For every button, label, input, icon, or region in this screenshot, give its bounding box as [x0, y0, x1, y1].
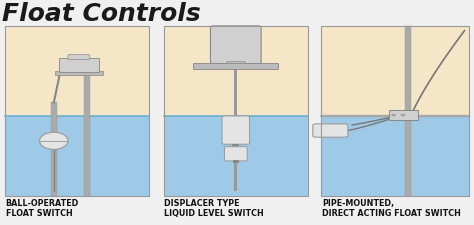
Bar [164, 117, 308, 196]
Bar [234, 69, 237, 191]
Ellipse shape [401, 115, 405, 117]
Bar [5, 117, 149, 196]
Text: BALL-OPERATED
FLOAT SWITCH: BALL-OPERATED FLOAT SWITCH [6, 198, 79, 217]
FancyBboxPatch shape [59, 59, 100, 72]
Bar [5, 27, 149, 117]
Bar [321, 115, 469, 117]
Bar [321, 27, 469, 117]
Bar [5, 27, 149, 196]
FancyBboxPatch shape [193, 63, 278, 69]
Bar [164, 27, 308, 117]
Bar [51, 103, 57, 196]
FancyBboxPatch shape [313, 124, 348, 138]
FancyBboxPatch shape [224, 147, 247, 161]
Bar [164, 27, 308, 196]
Bar [84, 67, 90, 196]
Bar [55, 72, 102, 76]
Text: DISPLACER TYPE
LIQUID LEVEL SWITCH: DISPLACER TYPE LIQUID LEVEL SWITCH [164, 198, 264, 217]
FancyBboxPatch shape [222, 117, 249, 145]
FancyBboxPatch shape [389, 111, 418, 121]
Ellipse shape [40, 133, 68, 150]
Bar [321, 27, 469, 196]
Bar [226, 62, 245, 64]
FancyBboxPatch shape [68, 55, 90, 60]
FancyBboxPatch shape [210, 27, 261, 64]
Text: Float Controls: Float Controls [2, 2, 201, 26]
Bar [233, 160, 238, 163]
Bar [232, 144, 239, 147]
Text: PIPE-MOUNTED,
DIRECT ACTING FLOAT SWITCH: PIPE-MOUNTED, DIRECT ACTING FLOAT SWITCH [322, 198, 461, 217]
Bar [321, 117, 469, 196]
Bar [405, 27, 411, 196]
Ellipse shape [392, 115, 395, 117]
